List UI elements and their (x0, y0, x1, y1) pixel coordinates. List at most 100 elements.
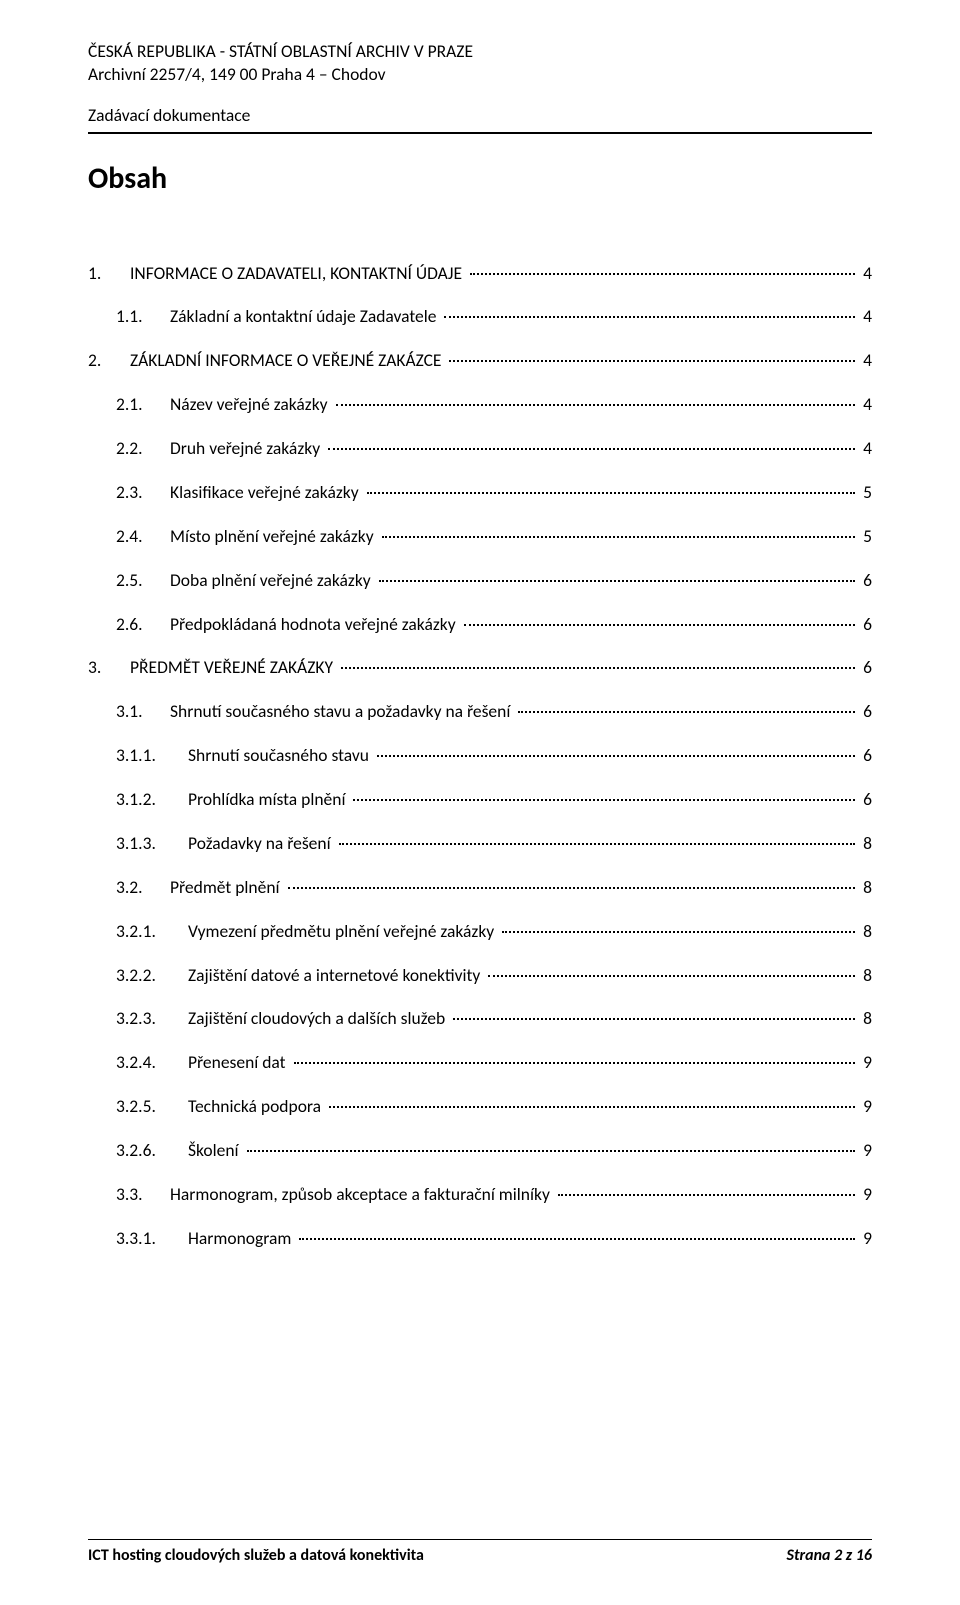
toc-entry-number: 2.1. (116, 394, 170, 416)
toc-entry: 2.6.Předpokládaná hodnota veřejné zakázk… (116, 614, 872, 636)
toc-leader-dots (377, 755, 855, 757)
toc-entry-label: ZÁKLADNÍ INFORMACE O VEŘEJNÉ ZAKÁZCE (130, 350, 445, 372)
document-footer: ICT hosting cloudových služeb a datová k… (88, 1539, 872, 1565)
toc-entry: 1.1.Základní a kontaktní údaje Zadavatel… (116, 306, 872, 328)
toc-entry: 3.2.1.Vymezení předmětu plnění veřejné z… (116, 921, 872, 943)
toc-entry-page: 4 (859, 263, 872, 285)
toc-entry-label: Druh veřejné zakázky (170, 438, 324, 460)
toc-entry-number: 3.1. (116, 701, 170, 723)
toc-entry: 2.ZÁKLADNÍ INFORMACE O VEŘEJNÉ ZAKÁZCE 4 (88, 350, 872, 372)
toc-leader-dots (336, 404, 856, 406)
toc-entry-label: Předpokládaná hodnota veřejné zakázky (170, 614, 460, 636)
footer-page-prefix: Strana (787, 1546, 835, 1565)
toc-entry-page: 4 (859, 350, 872, 372)
toc-entry-page: 8 (859, 965, 872, 987)
toc-entry-number: 1.1. (116, 306, 170, 328)
toc-entry-label: Harmonogram, způsob akceptace a fakturač… (170, 1184, 554, 1206)
footer-left-text: ICT hosting cloudových služeb a datová k… (88, 1546, 424, 1565)
footer-row: ICT hosting cloudových služeb a datová k… (88, 1540, 872, 1565)
toc-entry-label: Přenesení dat (188, 1052, 290, 1074)
toc-leader-dots (449, 360, 855, 362)
toc-entry: 3.2.5.Technická podpora 9 (116, 1096, 872, 1118)
toc-entry-number: 2.4. (116, 526, 170, 548)
toc-entry-page: 9 (859, 1140, 872, 1162)
toc-leader-dots (299, 1238, 855, 1240)
toc-entry-number: 3.2. (116, 877, 170, 899)
toc-leader-dots (453, 1018, 855, 1020)
table-of-contents: 1.INFORMACE O ZADAVATELI, KONTAKTNÍ ÚDAJ… (88, 241, 872, 1500)
toc-entry: 2.4.Místo plnění veřejné zakázky5 (116, 526, 872, 548)
footer-current-page: 2 (834, 1546, 842, 1565)
toc-entry-label: Technická podpora (188, 1096, 325, 1118)
toc-entry-number: 2.3. (116, 482, 170, 504)
toc-leader-dots (341, 667, 855, 669)
toc-entry-label: Prohlídka místa plnění (188, 789, 349, 811)
header-line-1: ČESKÁ REPUBLIKA - STÁTNÍ OBLASTNÍ ARCHIV… (88, 40, 872, 63)
document-page: ČESKÁ REPUBLIKA - STÁTNÍ OBLASTNÍ ARCHIV… (0, 0, 960, 1605)
toc-entry-number: 3.3. (116, 1184, 170, 1206)
header-rule (88, 132, 872, 134)
toc-entry: 1.INFORMACE O ZADAVATELI, KONTAKTNÍ ÚDAJ… (88, 263, 872, 285)
header-subheading: Zadávací dokumentace (88, 104, 872, 132)
toc-entry-page: 8 (859, 833, 872, 855)
toc-entry-label: Zajištění datové a internetové konektivi… (188, 965, 484, 987)
toc-leader-dots (518, 711, 855, 713)
toc-entry-page: 6 (859, 701, 872, 723)
toc-entry: 3.PŘEDMĚT VEŘEJNÉ ZAKÁZKY6 (88, 657, 872, 679)
toc-entry-label: Základní a kontaktní údaje Zadavatele (170, 306, 440, 328)
toc-entry: 3.2.3.Zajištění cloudových a dalších slu… (116, 1008, 872, 1030)
toc-entry-label: Vymezení předmětu plnění veřejné zakázky (188, 921, 498, 943)
toc-leader-dots (367, 492, 856, 494)
toc-entry-page: 9 (859, 1052, 872, 1074)
toc-entry: 3.1.Shrnutí současného stavu a požadavky… (116, 701, 872, 723)
toc-entry: 3.2.Předmět plnění 8 (116, 877, 872, 899)
footer-page-sep: z (842, 1546, 856, 1565)
toc-entry-page: 4 (859, 438, 872, 460)
toc-entry: 2.3.Klasifikace veřejné zakázky5 (116, 482, 872, 504)
toc-leader-dots (444, 316, 855, 318)
toc-entry-page: 6 (859, 570, 872, 592)
toc-entry: 2.5.Doba plnění veřejné zakázky6 (116, 570, 872, 592)
toc-entry-page: 6 (859, 745, 872, 767)
toc-entry-page: 8 (859, 877, 872, 899)
toc-entry: 3.3.1.Harmonogram9 (116, 1228, 872, 1250)
toc-leader-dots (464, 624, 856, 626)
toc-entry-number: 2. (88, 350, 130, 372)
toc-entry-label: Požadavky na řešení (188, 833, 335, 855)
toc-entry-number: 3.2.3. (116, 1008, 188, 1030)
toc-entry-number: 3.2.6. (116, 1140, 188, 1162)
toc-entry-label: Školení (188, 1140, 243, 1162)
toc-leader-dots (488, 975, 855, 977)
toc-entry: 3.2.2.Zajištění datové a internetové kon… (116, 965, 872, 987)
toc-entry-number: 3.2.5. (116, 1096, 188, 1118)
toc-leader-dots (353, 799, 855, 801)
toc-entry: 2.1.Název veřejné zakázky4 (116, 394, 872, 416)
toc-entry-label: Doba plnění veřejné zakázky (170, 570, 375, 592)
toc-leader-dots (558, 1194, 855, 1196)
toc-entry-number: 1. (88, 263, 130, 285)
toc-entry-number: 2.6. (116, 614, 170, 636)
toc-entry-label: Název veřejné zakázky (170, 394, 332, 416)
toc-entry-page: 4 (859, 306, 872, 328)
toc-leader-dots (294, 1062, 856, 1064)
toc-entry: 2.2.Druh veřejné zakázky 4 (116, 438, 872, 460)
toc-entry-page: 8 (859, 921, 872, 943)
toc-leader-dots (288, 887, 856, 889)
toc-entry-label: Předmět plnění (170, 877, 284, 899)
toc-leader-dots (470, 273, 855, 275)
toc-entry-label: PŘEDMĚT VEŘEJNÉ ZAKÁZKY (130, 657, 337, 679)
toc-entry-label: Zajištění cloudových a dalších služeb (188, 1008, 449, 1030)
toc-leader-dots (379, 580, 855, 582)
toc-entry-page: 6 (859, 789, 872, 811)
toc-entry-number: 3.2.4. (116, 1052, 188, 1074)
toc-entry-label: INFORMACE O ZADAVATELI, KONTAKTNÍ ÚDAJE (130, 263, 466, 285)
toc-entry-page: 9 (859, 1096, 872, 1118)
toc-entry-number: 3.2.1. (116, 921, 188, 943)
toc-entry-page: 6 (859, 657, 872, 679)
toc-entry-number: 2.2. (116, 438, 170, 460)
toc-entry: 3.2.4.Přenesení dat 9 (116, 1052, 872, 1074)
toc-entry: 3.1.2.Prohlídka místa plnění6 (116, 789, 872, 811)
toc-leader-dots (502, 931, 855, 933)
toc-entry-page: 8 (859, 1008, 872, 1030)
toc-entry-label: Místo plnění veřejné zakázky (170, 526, 378, 548)
